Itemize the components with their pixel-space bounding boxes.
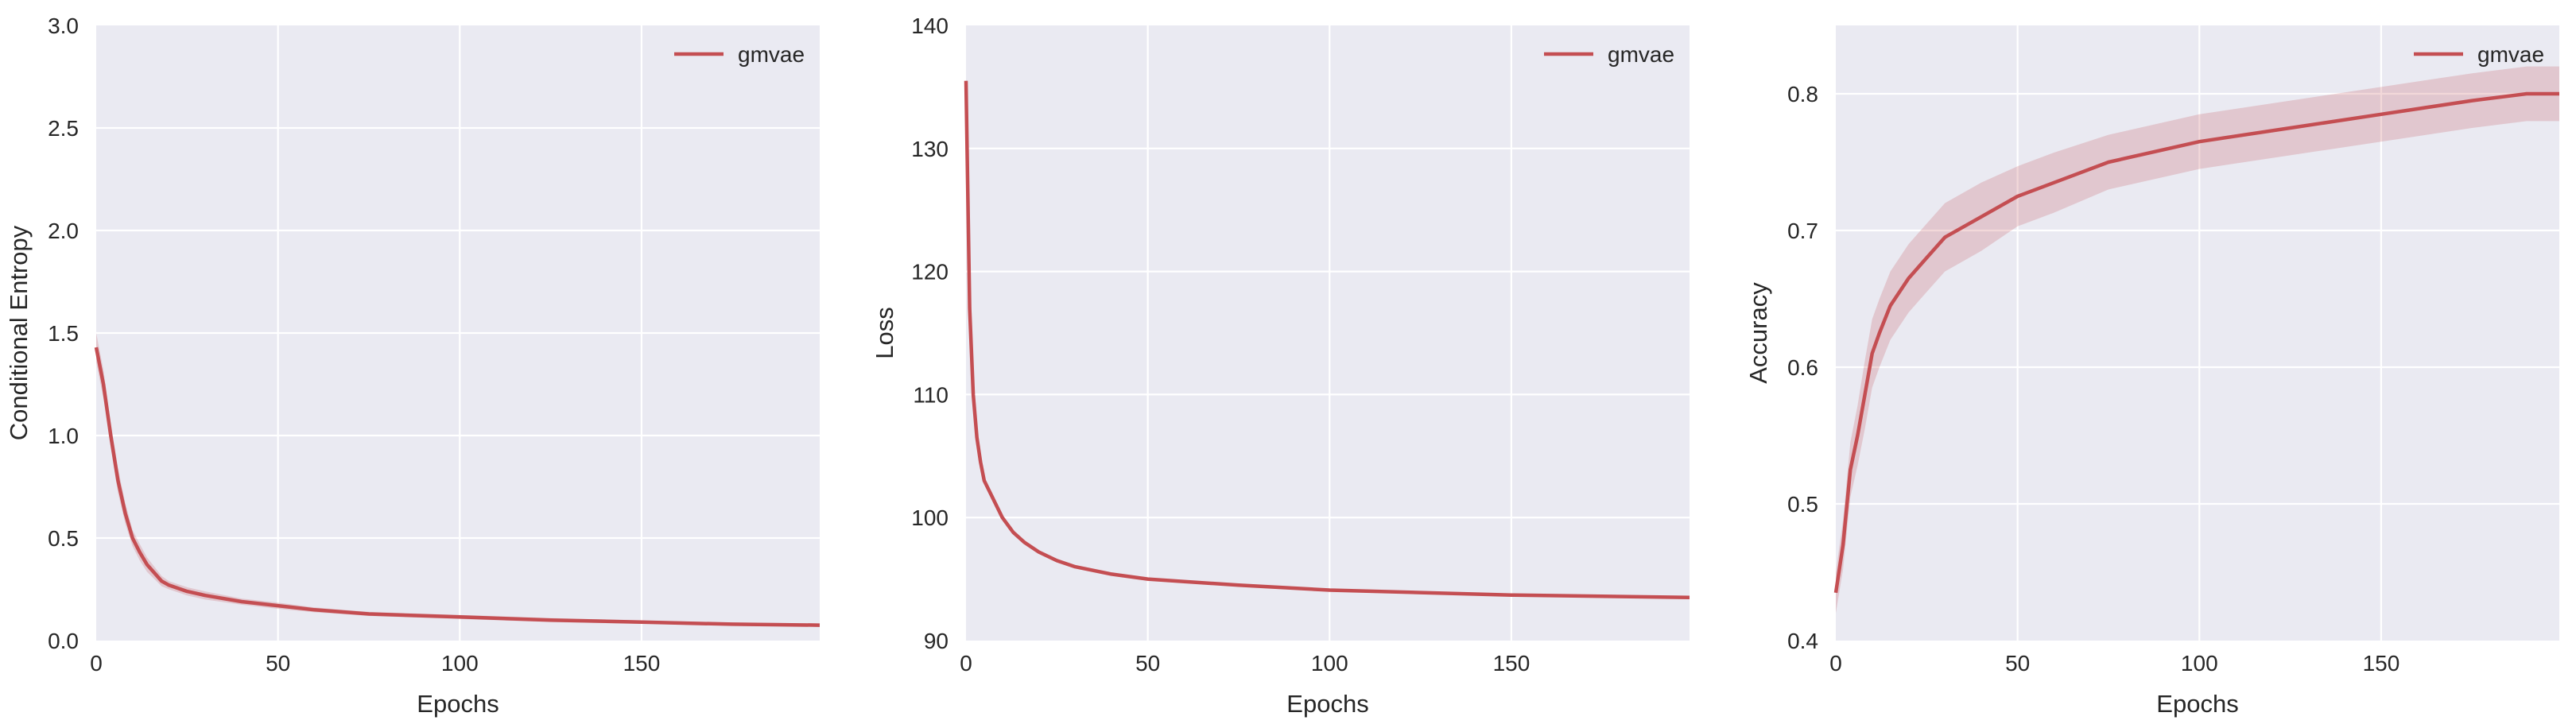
- x-tick-label: 150: [2363, 651, 2400, 676]
- x-tick-label: 150: [1493, 651, 1530, 676]
- y-tick-label: 1.5: [48, 321, 79, 346]
- y-tick-label: 0.4: [1787, 629, 1818, 653]
- y-tick-label: 0.5: [48, 526, 79, 551]
- legend-label: gmvae: [1608, 42, 1674, 67]
- series-confidence-band: [1836, 66, 2559, 614]
- x-tick-label: 0: [1829, 651, 1842, 676]
- series-line-gmvae: [94, 347, 821, 627]
- x-tick-label: 50: [1135, 651, 1160, 676]
- x-tick-label: 0: [90, 651, 103, 676]
- y-tick-label: 0.7: [1787, 219, 1818, 243]
- plot-area: [966, 25, 1690, 641]
- legend-label: gmvae: [2477, 42, 2544, 67]
- y-axis-label: Loss: [871, 307, 898, 358]
- y-tick-label: 2.0: [48, 219, 79, 243]
- y-tick-label: 3.0: [48, 14, 79, 38]
- x-tick-label: 50: [2005, 651, 2030, 676]
- y-tick-label: 130: [911, 137, 949, 161]
- y-tick-label: 100: [911, 505, 949, 530]
- x-tick-label: 100: [441, 651, 479, 676]
- x-tick-label: 0: [960, 651, 972, 676]
- x-tick-label: 100: [1311, 651, 1348, 676]
- series-line-gmvae: [964, 80, 1690, 600]
- y-tick-label: 110: [913, 382, 949, 407]
- x-axis-label: Epochs: [1286, 690, 1368, 718]
- y-tick-label: 0.0: [48, 629, 79, 653]
- legend-label: gmvae: [738, 42, 805, 67]
- series-line-gmvae: [1833, 91, 2559, 594]
- y-tick-label: 0.5: [1787, 492, 1818, 517]
- y-tick-label: 2.5: [48, 116, 79, 141]
- chart-panel-2: 0 50 100 150 90 100 110 120 130 140 Epochs Loss gmva…: [871, 14, 1690, 718]
- x-tick-label: 100: [2181, 651, 2218, 676]
- y-tick-label: 140: [911, 14, 949, 38]
- y-tick-label: 90: [924, 629, 949, 653]
- y-tick-label: 120: [911, 260, 949, 285]
- x-tick-label: 150: [623, 651, 661, 676]
- y-axis-label: Accuracy: [1744, 282, 1772, 384]
- y-tick-label: 1.0: [48, 424, 79, 448]
- x-tick-label: 50: [266, 651, 290, 676]
- chart-panel-1: 0 50 100 150 0.0 0.5 1.0 1.5 2.0 2.5 3.0 Epochs Cond…: [5, 14, 821, 718]
- chart-panel-3: 0 50 100 150 0.4 0.5 0.6 0.7 0.8 Epochs Accuracy gm…: [1744, 25, 2559, 718]
- x-axis-label: Epochs: [2156, 690, 2238, 718]
- plot-area: [1836, 25, 2559, 641]
- y-axis-label: Conditional Entropy: [5, 225, 33, 440]
- x-axis-label: Epochs: [417, 690, 499, 718]
- y-tick-label: 0.8: [1787, 82, 1818, 106]
- y-tick-label: 0.6: [1787, 355, 1818, 380]
